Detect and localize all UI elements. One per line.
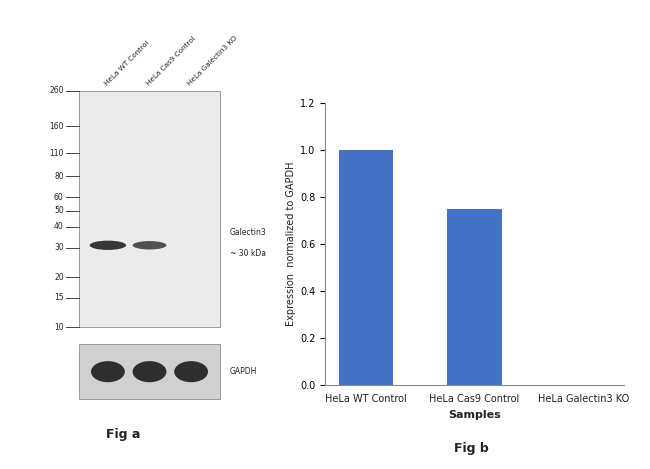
Text: 260: 260: [49, 86, 64, 96]
Ellipse shape: [90, 241, 126, 250]
Text: 60: 60: [54, 193, 64, 202]
X-axis label: Samples: Samples: [448, 410, 501, 420]
Ellipse shape: [91, 361, 125, 382]
Text: 20: 20: [54, 272, 64, 281]
Text: HeLa WT Control: HeLa WT Control: [103, 40, 151, 87]
Text: 160: 160: [49, 122, 64, 131]
Text: 80: 80: [54, 172, 64, 181]
Ellipse shape: [174, 361, 208, 382]
FancyBboxPatch shape: [79, 91, 220, 327]
Text: Galectin3: Galectin3: [230, 228, 267, 237]
Y-axis label: Expression  normalized to GAPDH: Expression normalized to GAPDH: [286, 162, 296, 326]
Text: 110: 110: [49, 149, 64, 158]
Text: 30: 30: [54, 243, 64, 252]
Text: HeLa Cas9 Control: HeLa Cas9 Control: [145, 36, 196, 87]
FancyBboxPatch shape: [79, 344, 220, 399]
Ellipse shape: [133, 241, 166, 250]
Text: HeLa Galectin3 KO: HeLa Galectin3 KO: [187, 35, 239, 87]
Bar: [447, 209, 502, 385]
Text: 15: 15: [54, 294, 64, 303]
Text: GAPDH: GAPDH: [230, 367, 257, 376]
Text: 10: 10: [54, 323, 64, 332]
Text: 40: 40: [54, 222, 64, 231]
Text: Fig a: Fig a: [107, 428, 140, 441]
Bar: [339, 150, 393, 385]
Text: ~ 30 kDa: ~ 30 kDa: [230, 249, 266, 258]
Ellipse shape: [133, 361, 166, 382]
Text: 50: 50: [54, 206, 64, 215]
Text: Fig b: Fig b: [454, 442, 489, 455]
